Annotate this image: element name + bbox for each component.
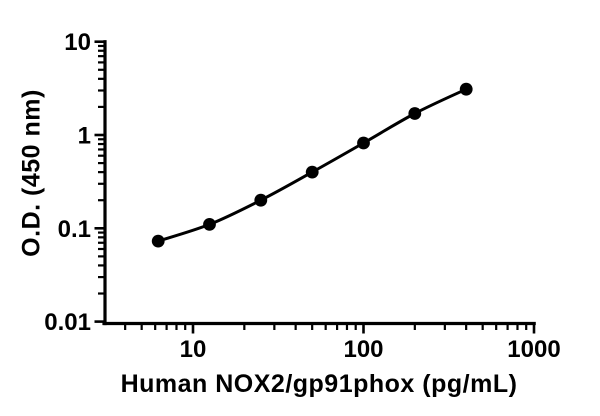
y-tick-label: 0.01 [44,309,91,336]
y-axis-title: O.D. (450 nm) [17,89,45,257]
x-tick-label: 10 [180,336,207,363]
data-point [408,107,422,120]
data-point [203,218,216,231]
data-point [254,193,268,207]
data-point [459,82,473,96]
data-point [357,136,370,150]
data-point [151,234,165,248]
x-tick-label: 100 [343,336,383,363]
data-points [151,82,473,248]
tick-marks [94,40,536,334]
data-point [305,165,319,179]
tick-labels: 10 1 0.1 0.01 10 100 1000 [44,29,560,363]
y-tick-label: 10 [64,29,91,56]
y-tick-label: 1 [78,123,91,150]
x-tick-label: 1000 [507,336,560,363]
x-axis-title: Human NOX2/gp91phox (pg/mL) [121,370,518,398]
axis-lines [102,40,536,326]
y-tick-label: 0.1 [58,216,91,243]
